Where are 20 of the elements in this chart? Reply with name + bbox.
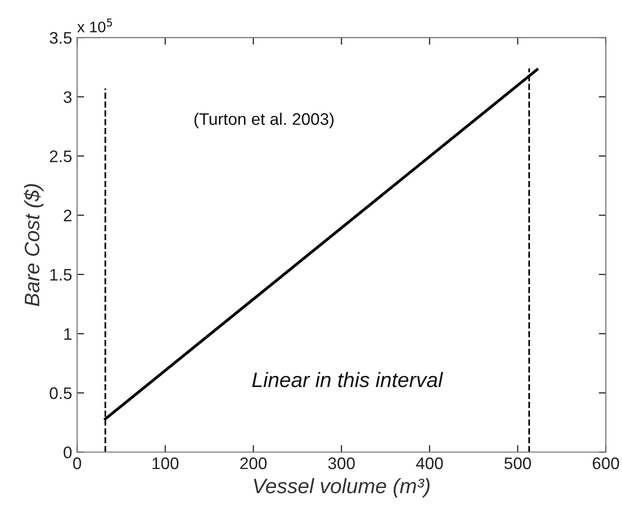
- x-tick-label: 600: [592, 457, 620, 470]
- y-tick-label: 1: [64, 328, 72, 340]
- y-tick-label: 3.5: [50, 32, 72, 44]
- x-axis-title: Vessel volume (m³): [254, 478, 430, 498]
- x-tick-label: 400: [416, 457, 443, 470]
- x-tick-label: 0: [73, 457, 82, 470]
- annotation: Linear in this interval: [252, 372, 444, 388]
- x-tick-label: 200: [240, 457, 267, 470]
- y-tick-label: 2: [64, 210, 72, 222]
- annotation: (Turton et al. 2003): [194, 112, 334, 128]
- x-tick-label: 500: [504, 457, 531, 470]
- x-tick-label: 100: [152, 457, 178, 470]
- y-axis-title: Bare Cost ($): [24, 184, 44, 306]
- y-tick-label: 0: [64, 446, 72, 458]
- y-tick-label: 1.5: [50, 269, 72, 281]
- x-tick-label: 300: [328, 457, 355, 470]
- y-tick-label: 0.5: [50, 387, 72, 400]
- y-tick-label: 2.5: [50, 150, 72, 162]
- y-tick-label: 3: [64, 91, 72, 104]
- text: x 10$^{5}$: [77, 18, 112, 32]
